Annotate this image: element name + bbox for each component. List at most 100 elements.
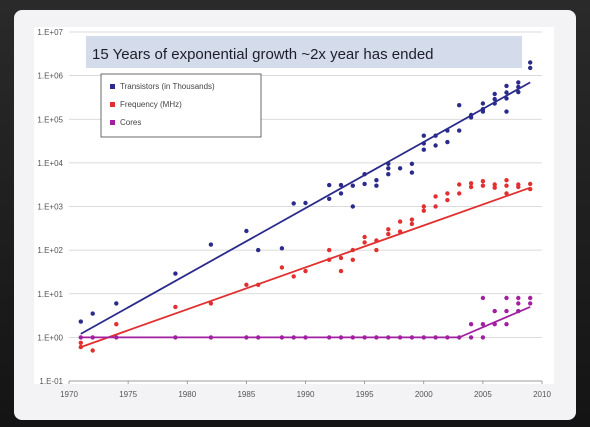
data-point-1 <box>422 204 426 208</box>
data-point-2 <box>445 335 449 339</box>
x-tick-label: 2000 <box>415 390 433 399</box>
data-point-2 <box>398 335 402 339</box>
data-point-0 <box>528 60 532 64</box>
data-point-2 <box>362 335 366 339</box>
data-point-0 <box>504 109 508 113</box>
data-point-2 <box>114 335 118 339</box>
data-point-2 <box>339 335 343 339</box>
data-point-0 <box>91 311 95 315</box>
data-point-1 <box>351 258 355 262</box>
y-tick-label: 1.E+06 <box>37 72 63 81</box>
data-point-2 <box>481 296 485 300</box>
data-point-2 <box>528 296 532 300</box>
data-point-0 <box>292 201 296 205</box>
data-point-2 <box>256 335 260 339</box>
data-point-2 <box>280 335 284 339</box>
y-tick-label: 1.E+02 <box>37 246 63 255</box>
data-point-0 <box>493 97 497 101</box>
data-point-1 <box>386 227 390 231</box>
data-point-1 <box>457 182 461 186</box>
data-point-0 <box>422 141 426 145</box>
legend: Transistors (in Thousands)Frequency (MHz… <box>101 74 261 137</box>
y-tick-label: 1.E+03 <box>37 203 63 212</box>
data-point-1 <box>386 232 390 236</box>
data-point-0 <box>327 183 331 187</box>
data-point-0 <box>410 170 414 174</box>
data-point-1 <box>469 185 473 189</box>
data-point-0 <box>362 172 366 176</box>
data-point-1 <box>493 182 497 186</box>
data-point-2 <box>469 322 473 326</box>
data-point-0 <box>398 166 402 170</box>
legend-label: Transistors (in Thousands) <box>120 82 215 91</box>
data-point-2 <box>91 335 95 339</box>
data-point-2 <box>386 335 390 339</box>
data-point-2 <box>209 335 213 339</box>
data-point-0 <box>209 242 213 246</box>
data-point-2 <box>481 322 485 326</box>
data-point-1 <box>79 345 83 349</box>
data-point-0 <box>433 143 437 147</box>
data-point-1 <box>303 269 307 273</box>
data-point-0 <box>493 92 497 96</box>
data-point-0 <box>374 184 378 188</box>
data-point-0 <box>422 148 426 152</box>
data-point-0 <box>256 248 260 252</box>
y-tick-label: 1.E+04 <box>37 159 63 168</box>
data-point-0 <box>374 178 378 182</box>
data-point-1 <box>280 265 284 269</box>
data-point-2 <box>327 335 331 339</box>
data-point-1 <box>362 240 366 244</box>
legend-marker-2 <box>110 120 115 125</box>
data-point-1 <box>410 222 414 226</box>
data-point-1 <box>504 191 508 195</box>
data-point-0 <box>362 182 366 186</box>
data-point-0 <box>244 229 248 233</box>
data-point-1 <box>457 191 461 195</box>
data-point-0 <box>339 191 343 195</box>
data-point-2 <box>504 322 508 326</box>
x-tick-label: 1970 <box>60 390 78 399</box>
y-tick-label: 1.E+01 <box>37 290 63 299</box>
data-point-1 <box>79 341 83 345</box>
data-point-0 <box>493 101 497 105</box>
data-point-0 <box>351 204 355 208</box>
data-point-1 <box>445 191 449 195</box>
data-point-0 <box>351 184 355 188</box>
data-point-2 <box>516 296 520 300</box>
data-point-0 <box>528 66 532 70</box>
data-point-1 <box>481 184 485 188</box>
data-point-1 <box>209 301 213 305</box>
data-point-1 <box>362 235 366 239</box>
data-point-2 <box>79 335 83 339</box>
data-point-1 <box>433 204 437 208</box>
data-point-0 <box>386 162 390 166</box>
data-point-1 <box>528 182 532 186</box>
data-point-0 <box>303 201 307 205</box>
data-point-1 <box>173 305 177 309</box>
y-tick-label: 1.E+05 <box>37 115 63 124</box>
data-point-0 <box>516 85 520 89</box>
data-point-1 <box>339 269 343 273</box>
data-point-1 <box>481 179 485 183</box>
data-point-0 <box>433 134 437 138</box>
data-point-1 <box>445 198 449 202</box>
data-point-0 <box>457 128 461 132</box>
data-point-0 <box>79 319 83 323</box>
legend-marker-0 <box>110 84 115 89</box>
data-point-2 <box>493 309 497 313</box>
data-point-0 <box>516 80 520 84</box>
data-point-0 <box>481 101 485 105</box>
data-point-2 <box>292 335 296 339</box>
x-tick-label: 1975 <box>119 390 137 399</box>
data-point-1 <box>422 209 426 213</box>
data-point-1 <box>374 248 378 252</box>
data-point-2 <box>374 335 378 339</box>
data-point-1 <box>351 248 355 252</box>
data-point-2 <box>303 335 307 339</box>
data-point-1 <box>292 274 296 278</box>
x-tick-label: 2010 <box>533 390 551 399</box>
data-point-1 <box>91 348 95 352</box>
